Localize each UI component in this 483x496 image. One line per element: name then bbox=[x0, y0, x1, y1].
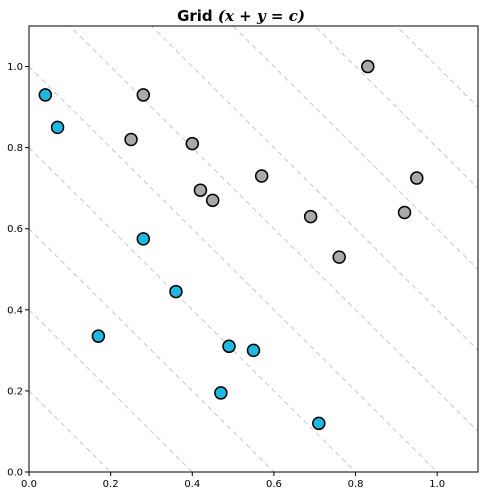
reference-line bbox=[29, 228, 275, 472]
data-point bbox=[50, 120, 65, 135]
reference-line bbox=[69, 26, 478, 433]
reference-line bbox=[29, 147, 356, 472]
reference-lines bbox=[29, 26, 478, 472]
reference-line bbox=[29, 390, 111, 472]
reference-line bbox=[150, 26, 478, 352]
y-tick-label: 0.0 bbox=[7, 468, 23, 479]
data-points bbox=[38, 59, 424, 431]
data-point bbox=[222, 339, 236, 354]
reference-line bbox=[29, 309, 193, 472]
axes: 0.0 0.2 0.4 0.6 0.8 1.0 0.0 0.2 0.4 0.6 0.8 1.0 bbox=[7, 25, 479, 490]
reference-line bbox=[232, 26, 478, 270]
data-point bbox=[185, 136, 200, 151]
data-point bbox=[246, 343, 261, 358]
chart-title-text: Grid bbox=[177, 7, 213, 25]
data-point bbox=[254, 169, 269, 183]
y-tick-label: 0.4 bbox=[7, 305, 23, 316]
x-tick-label: 0.2 bbox=[103, 479, 119, 490]
x-tick-label: 0.6 bbox=[266, 479, 282, 490]
chart-title-math: (x + y = c) bbox=[218, 7, 305, 25]
y-tick-label: 0.2 bbox=[7, 386, 23, 397]
data-point bbox=[38, 88, 53, 102]
y-tick-label: 0.8 bbox=[7, 143, 23, 154]
x-tick-label: 0.4 bbox=[184, 479, 200, 490]
x-tick-label: 1.0 bbox=[429, 479, 445, 490]
data-point bbox=[136, 232, 151, 246]
data-point bbox=[193, 183, 208, 197]
y-tick-label: 1.0 bbox=[7, 62, 23, 73]
data-point bbox=[214, 386, 228, 400]
reference-line bbox=[395, 26, 478, 108]
data-point bbox=[303, 209, 318, 224]
reference-line bbox=[29, 66, 438, 472]
data-point bbox=[124, 132, 138, 147]
data-point bbox=[136, 88, 151, 102]
data-point bbox=[205, 193, 220, 208]
y-tick-label: 0.6 bbox=[7, 224, 23, 235]
plot-frame bbox=[28, 25, 479, 473]
x-tick-label: 0.8 bbox=[348, 479, 364, 490]
x-tick-label: 0.0 bbox=[21, 479, 37, 490]
data-point bbox=[169, 284, 183, 299]
reference-line bbox=[314, 26, 478, 189]
data-point bbox=[91, 329, 106, 343]
data-point bbox=[332, 250, 346, 264]
data-point bbox=[410, 171, 424, 185]
data-point bbox=[312, 416, 326, 431]
chart-title: Grid (x + y = c) bbox=[177, 7, 305, 25]
data-point bbox=[361, 59, 375, 74]
data-point bbox=[397, 205, 412, 220]
